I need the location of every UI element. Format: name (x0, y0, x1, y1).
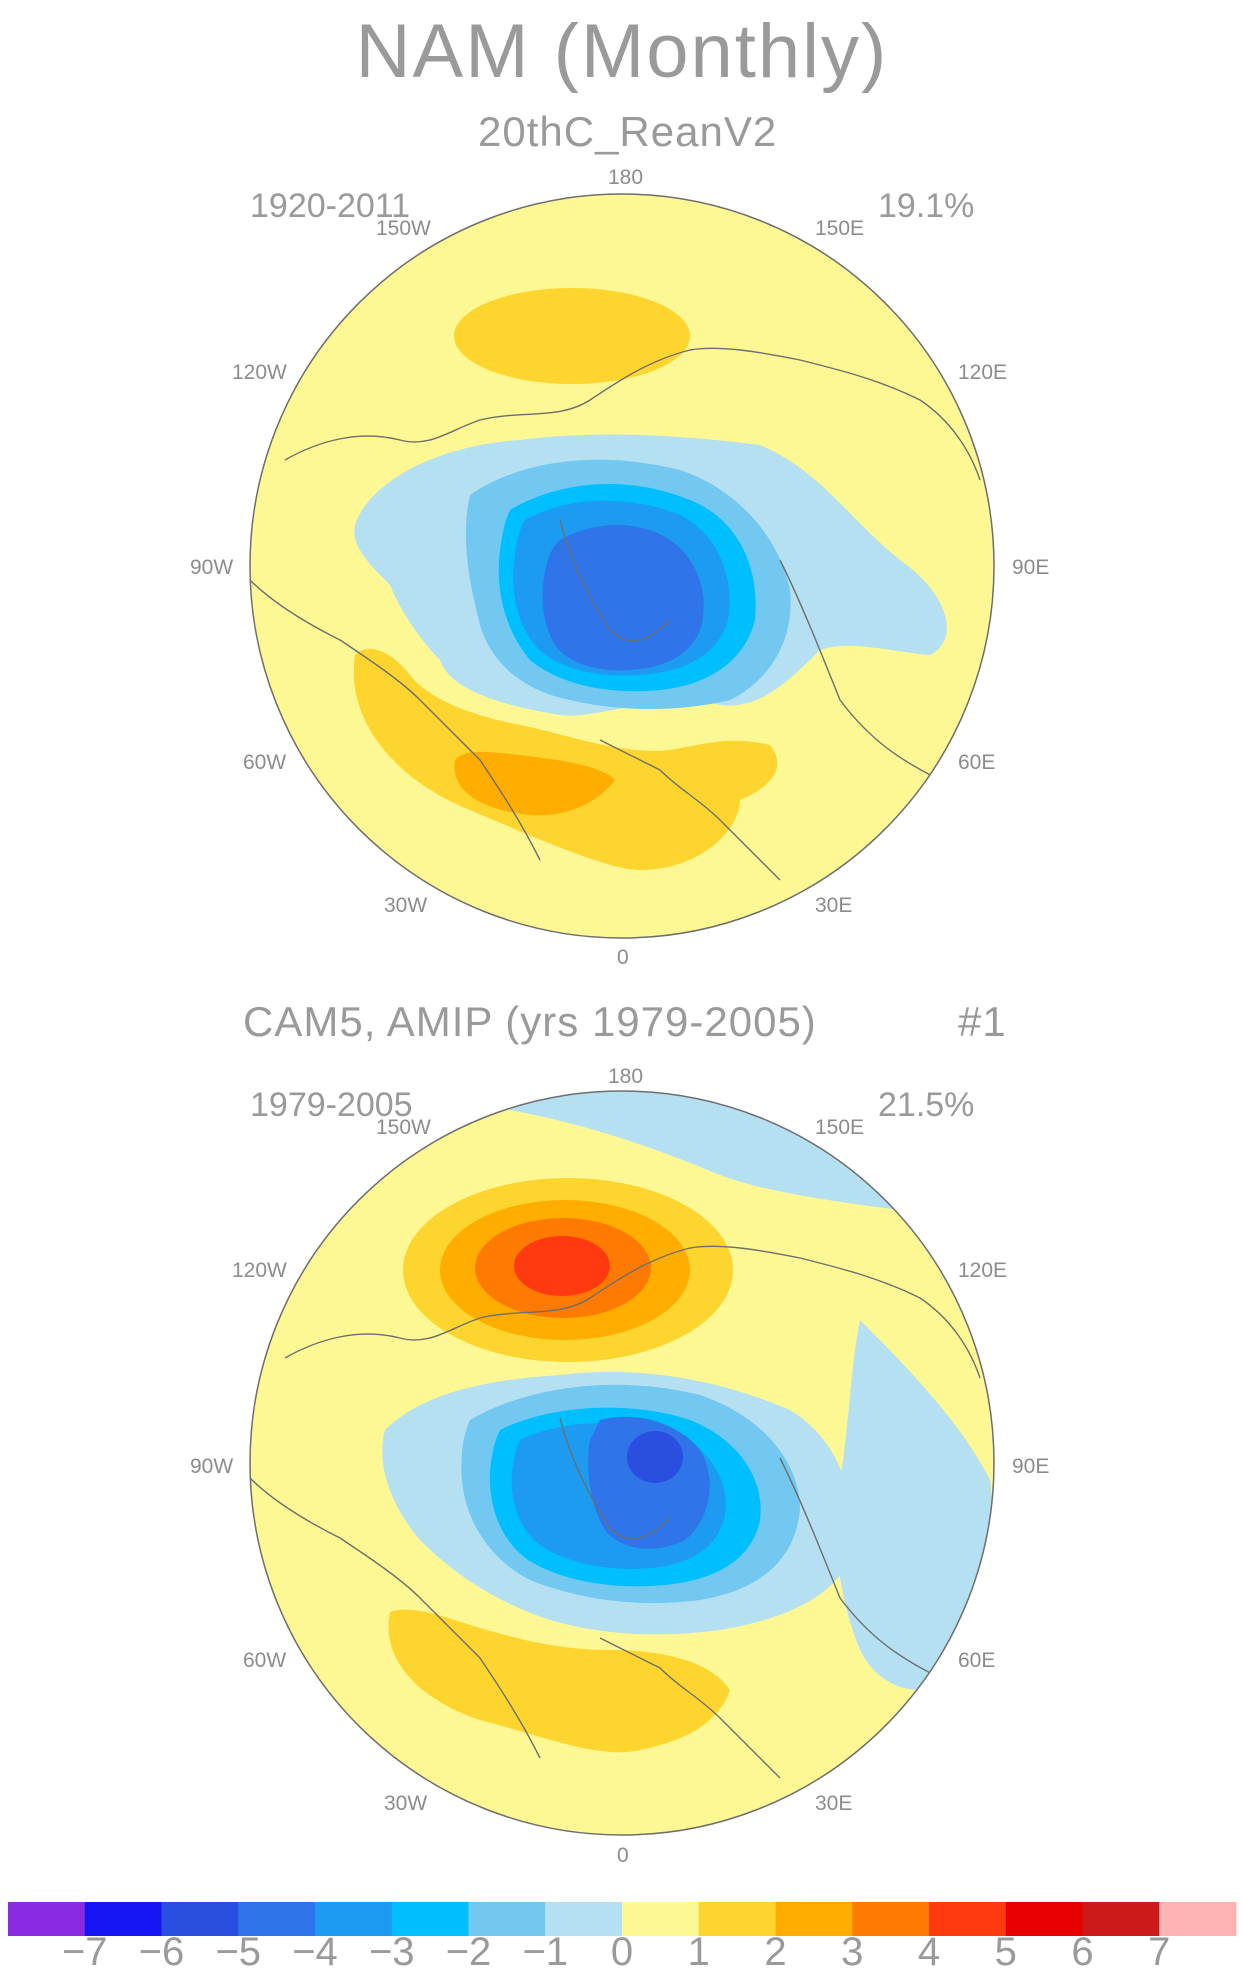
panel2-lon-150e: 150E (815, 1116, 865, 1139)
colorbar-swatch (468, 1902, 546, 1936)
panel1-map-border (249, 193, 995, 939)
panel1-coastlines (250, 347, 981, 881)
panel2-lon-120e: 120E (958, 1259, 1008, 1282)
colorbar-swatch (852, 1902, 930, 1936)
colorbar-swatch (622, 1902, 700, 1936)
panel2-lon-60w: 60W (243, 1649, 287, 1672)
colorbar-swatch (1159, 1902, 1237, 1936)
panel1-atlantic-positive-core (454, 751, 615, 816)
panel1-lon-180: 180 (608, 166, 644, 189)
panel2-lon-150w: 150W (376, 1116, 431, 1139)
panel2-period: 1979-2005 (250, 1086, 413, 1124)
panel1-lon-90w: 90W (190, 556, 234, 579)
panel1-atlantic-positive-lobe (353, 648, 778, 870)
panel2-east-negative (836, 1320, 993, 1690)
colorbar-swatch (1082, 1902, 1160, 1936)
colorbar-tick-label: 6 (1071, 1930, 1094, 1974)
panel2-lon-60e: 60E (958, 1649, 996, 1672)
panel1-map (249, 193, 995, 939)
colorbar-swatch (8, 1902, 86, 1936)
panel2-pacific-positive-core (514, 1236, 610, 1296)
panel2-lon-30w: 30W (384, 1792, 428, 1815)
panel2-lon-90w: 90W (190, 1455, 234, 1478)
colorbar-tick-label: −2 (445, 1930, 492, 1974)
colorbar-tick-label: −5 (215, 1930, 262, 1974)
panel2-title: CAM5, AMIP (yrs 1979-2005) (243, 998, 817, 1045)
colorbar-tick-label: −4 (292, 1930, 338, 1974)
colorbar-tick-label: 3 (841, 1930, 864, 1974)
panel1-negative-core (542, 525, 704, 671)
panel1-lon-60w: 60W (243, 751, 287, 774)
panel1-lon-120e: 120E (958, 361, 1008, 384)
colorbar (8, 1902, 1237, 1936)
colorbar-swatch (929, 1902, 1007, 1936)
panel1-lon-30w: 30W (384, 894, 428, 917)
panel2-coastlines (250, 1245, 981, 1779)
panel1-lon-150e: 150E (815, 217, 865, 240)
colorbar-tick-label: 4 (917, 1930, 941, 1974)
panel2-atlantic-positive (388, 1609, 730, 1753)
panel1-period: 1920-2011 (250, 187, 411, 225)
colorbar-tick-label: 2 (764, 1930, 787, 1974)
panel2-lon-180: 180 (608, 1065, 644, 1088)
colorbar-tick-label: −7 (61, 1930, 108, 1974)
colorbar-swatch (775, 1902, 853, 1936)
colorbar-swatch (698, 1902, 776, 1936)
panel1-lon-30e: 30E (815, 894, 853, 917)
panel1-lon-60e: 60E (958, 751, 996, 774)
panel2-variance: 21.5% (878, 1086, 975, 1124)
panel1-lon-150w: 150W (376, 217, 431, 240)
colorbar-swatch (238, 1902, 316, 1936)
panel1-title: 20thC_ReanV2 (478, 108, 778, 155)
colorbar-tick-label: −1 (522, 1930, 569, 1974)
panel2-map (249, 1090, 995, 1836)
figure-title: NAM (Monthly) (355, 9, 889, 94)
colorbar-swatch (315, 1902, 393, 1936)
colorbar-tick-label: 7 (1148, 1930, 1171, 1974)
panel1-pacific-positive-lobe (454, 288, 690, 384)
panel2-lon-30e: 30E (815, 1792, 853, 1815)
colorbar-tick-label: −3 (368, 1930, 415, 1974)
panel2-lon-120w: 120W (232, 1259, 287, 1282)
panel2-negative-core (627, 1431, 683, 1483)
panel2-north-negative-band (480, 1091, 910, 1210)
colorbar-swatch (161, 1902, 239, 1936)
colorbar-tick-label: 5 (994, 1930, 1017, 1974)
colorbar-tick-label: 0 (610, 1930, 634, 1974)
panel1-variance: 19.1% (878, 187, 975, 225)
panel2-map-border (249, 1090, 995, 1836)
panel2-lon-0: 0 (617, 1844, 629, 1867)
colorbar-tick-label: −6 (138, 1930, 185, 1974)
colorbar-swatch (1005, 1902, 1083, 1936)
panel1-lon-120w: 120W (232, 361, 287, 384)
panel2-run: #1 (958, 998, 1007, 1045)
colorbar-swatch (545, 1902, 623, 1936)
colorbar-tick-label: 1 (687, 1930, 710, 1974)
panel2-lon-90e: 90E (1012, 1455, 1050, 1478)
colorbar-swatch (391, 1902, 469, 1936)
panel1-lon-90e: 90E (1012, 556, 1050, 579)
panel1-lon-0: 0 (617, 946, 629, 969)
colorbar-swatch (84, 1902, 162, 1936)
